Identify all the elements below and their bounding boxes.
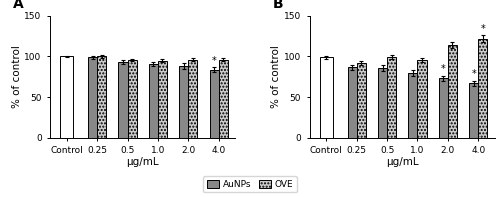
X-axis label: μg/mL: μg/mL (126, 157, 159, 167)
Bar (158, 60, 167, 138)
Bar (188, 60, 198, 138)
Bar (218, 60, 228, 138)
Bar (60, 57, 73, 138)
Bar (408, 73, 418, 138)
Bar (88, 57, 97, 138)
Bar (210, 70, 218, 138)
Bar (478, 39, 488, 138)
Bar (448, 45, 457, 138)
Bar (149, 64, 158, 138)
Text: B: B (272, 0, 283, 11)
Legend: AuNPs, OVE: AuNPs, OVE (203, 176, 297, 192)
Bar (118, 62, 128, 138)
Y-axis label: % of control: % of control (12, 45, 22, 108)
Bar (179, 66, 188, 138)
Text: *: * (472, 69, 476, 79)
Text: A: A (13, 0, 24, 11)
Bar (97, 57, 106, 138)
Bar (439, 78, 448, 138)
Text: *: * (480, 24, 485, 34)
Text: *: * (212, 56, 216, 66)
Bar (128, 60, 136, 138)
Bar (469, 83, 478, 138)
Bar (387, 57, 396, 138)
Bar (348, 67, 356, 138)
Bar (378, 68, 387, 138)
Y-axis label: % of control: % of control (271, 45, 281, 108)
X-axis label: μg/mL: μg/mL (386, 157, 418, 167)
Bar (320, 57, 332, 138)
Bar (356, 63, 366, 138)
Text: *: * (441, 64, 446, 74)
Bar (418, 60, 426, 138)
